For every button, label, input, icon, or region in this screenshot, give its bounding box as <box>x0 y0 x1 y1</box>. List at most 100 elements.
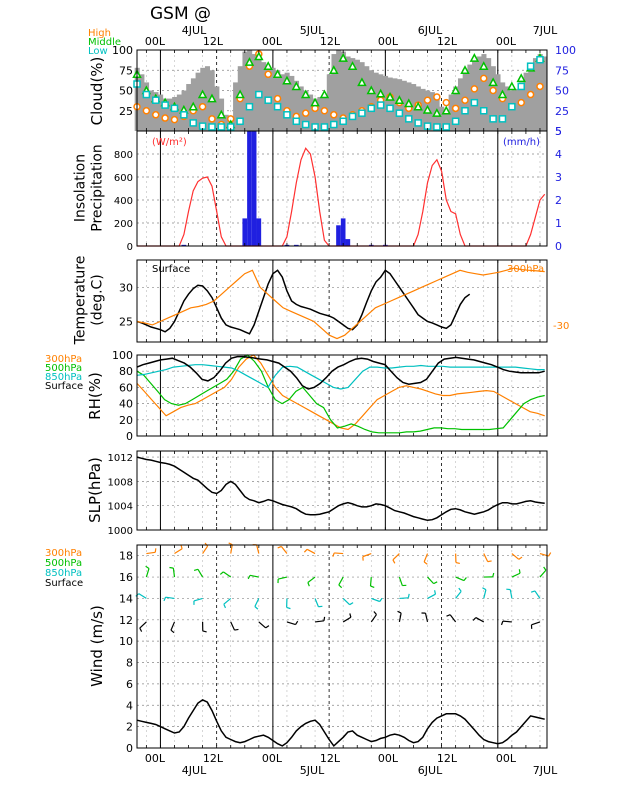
cloud-low-marker <box>180 111 188 119</box>
top-hour-label: 12L <box>320 35 341 48</box>
wind-barb-flag <box>433 581 438 585</box>
wind-legend-surface: Surface <box>45 578 83 589</box>
wind-barb <box>362 552 372 558</box>
wind-barb <box>502 620 512 623</box>
wind-barb <box>424 613 429 623</box>
cloud-total-bar <box>457 78 464 131</box>
wind-barb <box>280 546 288 554</box>
y-axis-label: Wind (m/s) <box>88 605 106 687</box>
cloud-low-marker <box>236 117 244 126</box>
cloud-low-marker <box>161 101 169 109</box>
bottom-hour-label: 12L <box>320 752 341 765</box>
panel-frame <box>136 130 548 247</box>
cloud-middle-marker <box>216 109 227 119</box>
wind-barb-flag <box>295 620 299 625</box>
cloud-low-marker <box>358 109 366 117</box>
cloud-total-bar <box>331 54 337 131</box>
wind-barb-flag <box>219 571 224 575</box>
cloud-total-bar <box>167 98 173 131</box>
cloud-high-marker <box>198 102 207 111</box>
cloud-total-bar <box>537 54 543 131</box>
cloud-total-bar <box>144 82 150 131</box>
wind-barb-flag <box>228 542 233 546</box>
cloud-total-bar <box>200 67 206 131</box>
wind-barb <box>254 598 260 607</box>
wind-barb-flag <box>472 617 477 621</box>
wind-barb <box>338 576 344 586</box>
cloud-total-bar <box>247 50 253 131</box>
precip-bar <box>256 218 262 246</box>
wind-barb <box>531 621 541 626</box>
cloud-high-marker <box>489 86 497 95</box>
level-300-label: 300hPa <box>507 264 544 275</box>
cloud-total-bar <box>411 84 417 131</box>
precip-y-tick: 5 <box>555 125 562 138</box>
wind-barb-flag <box>446 614 451 617</box>
insolation-y-tick: 800 <box>114 150 133 161</box>
cloud-total-bar <box>509 90 515 131</box>
top-hour-label: 00L <box>496 35 517 48</box>
rh-y-tick: 0 <box>126 430 133 443</box>
top-hour-label: 12L <box>203 35 224 48</box>
wind-barb <box>314 620 325 623</box>
cloud-total-bar <box>532 58 539 131</box>
cloud-total-bar <box>261 62 267 131</box>
cloud-middle-marker <box>394 95 405 104</box>
cloud-y-tick: 100 <box>112 44 133 57</box>
panel-bg <box>137 355 547 436</box>
wind-barb-flag <box>548 552 552 557</box>
panel-frame <box>136 259 548 343</box>
cloud-y-tick: 25 <box>119 105 133 118</box>
wind-y-tick: 0 <box>126 742 133 755</box>
temp-line-surface <box>136 269 471 335</box>
wind-barb-flag <box>500 620 504 626</box>
precip-bar <box>251 131 257 246</box>
top-date-label: 7JUL <box>533 24 558 37</box>
wind-barb <box>342 597 351 606</box>
insolation-unit: (W/m²) <box>152 137 187 148</box>
wind-barb <box>249 574 259 578</box>
cloud-middle-marker <box>488 77 498 87</box>
cloud-total-bar <box>420 88 426 131</box>
cloud-high-marker <box>320 107 329 115</box>
cloud-total-bar <box>284 72 290 131</box>
slp-y-tick: 1008 <box>108 477 133 488</box>
cloud-low-marker <box>405 115 413 123</box>
wind-barb-flag <box>338 584 343 589</box>
cloud-total-bar <box>448 94 454 131</box>
cloud-middle-marker <box>422 104 433 114</box>
cloud-total-bar <box>176 94 182 131</box>
wind-barb <box>511 572 521 578</box>
cloud-high-marker <box>301 109 310 117</box>
cloud-low-marker <box>142 90 151 99</box>
wind-y-tick: 4 <box>126 699 133 712</box>
top-date-label: 4JUL <box>182 24 207 37</box>
wind-y-tick: 12 <box>119 614 133 627</box>
wind-barb <box>392 553 400 561</box>
cloud-total-bar <box>542 56 548 132</box>
cloud-total-bar <box>308 94 314 131</box>
wind-y-tick: 14 <box>119 592 133 605</box>
wind-barb-flag <box>234 628 239 631</box>
bottom-hour-label: 00L <box>496 752 517 765</box>
rh-legend-surface: Surface <box>45 381 83 392</box>
cloud-middle-marker <box>357 77 367 87</box>
cloud-high-marker <box>517 98 525 107</box>
wind-barb-flag <box>423 561 428 565</box>
cloud-total-bar <box>523 72 529 131</box>
wind-barb <box>455 590 462 599</box>
cloud-total-bar <box>148 90 154 131</box>
precip-y-tick: 4 <box>555 148 562 161</box>
cloud-total-bar <box>204 66 211 131</box>
wind-barb-flag <box>349 613 352 618</box>
wind-speed-line <box>136 699 545 748</box>
cloud-low-marker <box>489 115 497 123</box>
cloud-low-marker <box>414 119 422 127</box>
cloud-high-marker <box>451 104 460 113</box>
cloud-total-bar <box>279 74 285 131</box>
wind-barb <box>475 617 485 623</box>
cloud-low-marker <box>517 82 525 91</box>
cloud-middle-marker <box>460 65 470 74</box>
cloud-y-tick-right: 100 <box>555 44 576 57</box>
cloud-low-marker <box>479 107 488 115</box>
